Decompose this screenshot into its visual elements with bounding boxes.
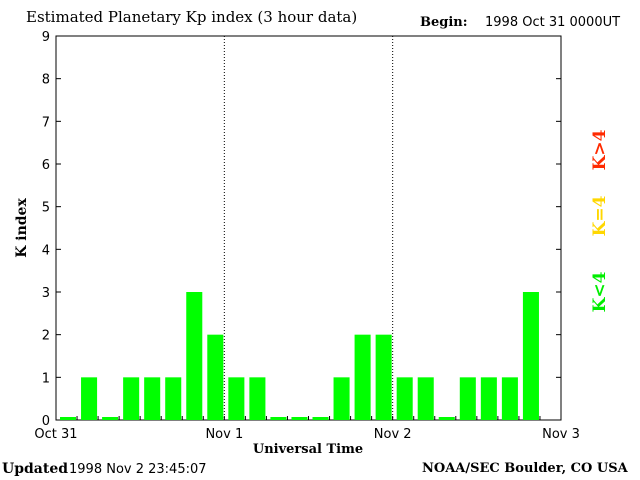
x-tick-label: Nov 2 xyxy=(374,427,412,442)
kp-bar xyxy=(81,377,98,420)
y-tick-label: 1 xyxy=(42,371,50,386)
kp-bar xyxy=(438,417,455,420)
y-tick-label: 3 xyxy=(42,286,50,301)
y-tick-label: 6 xyxy=(42,158,50,173)
kp-bar xyxy=(60,417,77,420)
legend-k-less-4: K<4 xyxy=(590,271,610,313)
kp-bar xyxy=(417,377,434,420)
x-tick-label: Nov 3 xyxy=(542,427,580,442)
kp-bar xyxy=(228,377,245,420)
chart-title: Estimated Planetary Kp index (3 hour dat… xyxy=(26,8,358,26)
kp-bar xyxy=(312,417,329,420)
y-tick-label: 9 xyxy=(42,30,50,45)
kp-bar xyxy=(186,292,203,420)
x-tick-label: Nov 1 xyxy=(205,427,243,442)
kp-bar xyxy=(165,377,182,420)
begin-label: Begin: xyxy=(420,15,468,30)
plot-frame xyxy=(55,35,562,421)
y-tick-label: 7 xyxy=(42,115,50,130)
x-axis-label: Universal Time xyxy=(252,442,364,457)
kp-bar xyxy=(207,334,224,420)
y-tick-label: 0 xyxy=(42,414,50,429)
kp-bar xyxy=(396,377,413,420)
kp-bar xyxy=(123,377,140,420)
y-tick-label: 8 xyxy=(42,73,50,88)
kp-bar xyxy=(102,417,119,420)
legend-k-equal-4: K=4 xyxy=(590,195,610,237)
x-tick-label: Oct 31 xyxy=(34,427,77,442)
updated-timestamp: 1998 Nov 2 23:45:07 xyxy=(69,462,207,477)
credit-text: NOAA/SEC Boulder, CO USA xyxy=(422,461,628,476)
updated-label: Updated xyxy=(2,461,69,477)
kp-bar xyxy=(501,377,518,420)
legend-k-greater-4: K>4 xyxy=(590,129,610,171)
kp-bar xyxy=(522,292,539,420)
kp-bar xyxy=(270,417,287,420)
y-tick-label: 2 xyxy=(42,329,50,344)
kp-bar xyxy=(354,334,371,420)
y-tick-label: 5 xyxy=(42,201,50,216)
y-tick-label: 4 xyxy=(42,243,50,258)
begin-value: 1998 Oct 31 0000UT xyxy=(485,15,621,30)
kp-bar xyxy=(459,377,476,420)
kp-bar xyxy=(480,377,497,420)
kp-bar xyxy=(144,377,161,420)
kp-bar xyxy=(333,377,350,420)
kp-bar xyxy=(249,377,266,420)
y-axis-label: K index xyxy=(14,198,30,258)
kp-bar xyxy=(291,417,308,420)
kp-bar xyxy=(375,334,392,420)
